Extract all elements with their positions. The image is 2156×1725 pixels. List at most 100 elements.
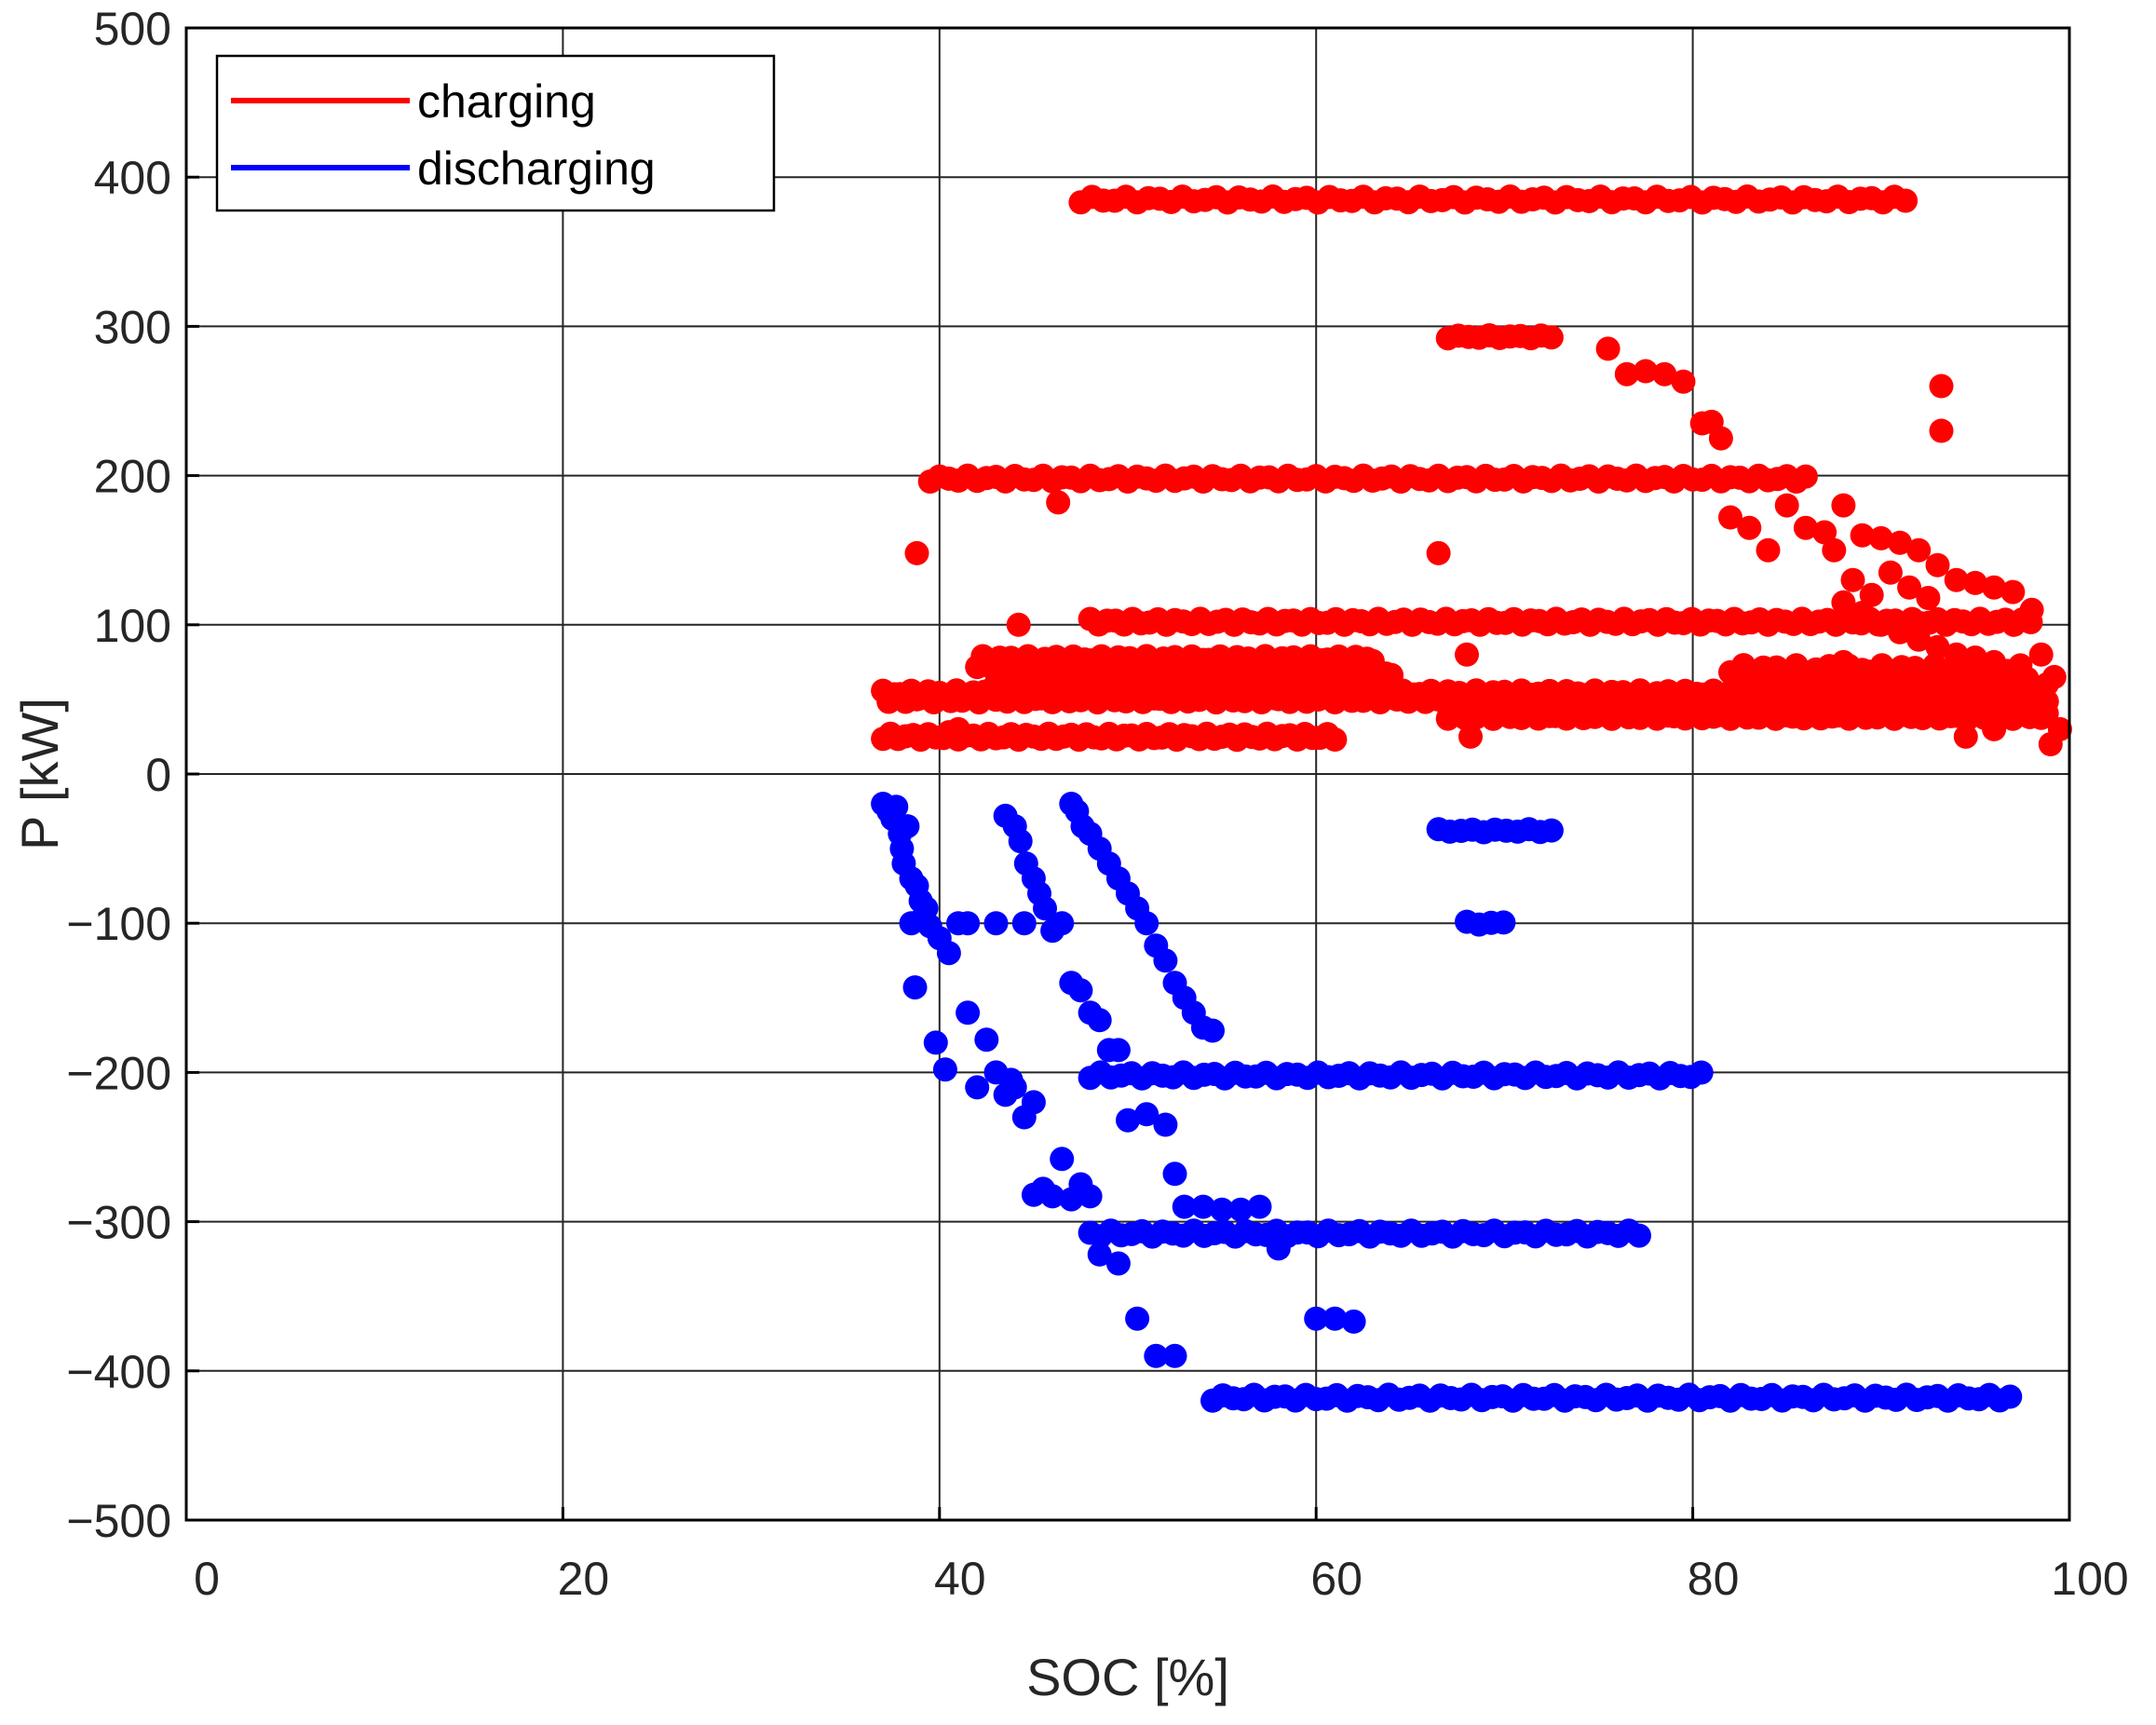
discharging-point <box>1105 1251 1131 1276</box>
series-discharging <box>871 792 2023 1413</box>
charging-point <box>1774 493 1799 518</box>
discharging-point <box>1125 1306 1150 1331</box>
charging-point <box>1671 369 1696 394</box>
charging-point <box>1718 505 1742 530</box>
discharging-point <box>1078 1184 1103 1209</box>
discharging-point <box>1162 1343 1187 1368</box>
discharging-point <box>1190 1194 1215 1219</box>
charging-point <box>1962 645 1987 670</box>
discharging-point <box>974 1027 999 1053</box>
charging-point <box>1455 642 1479 667</box>
charging-point <box>1614 361 1639 387</box>
discharging-point <box>1087 1242 1112 1267</box>
charging-point <box>1888 530 1912 555</box>
discharging-point <box>1491 910 1516 935</box>
y-tick-label: −300 <box>66 1197 171 1249</box>
charging-point <box>1982 575 2007 600</box>
charging-point <box>1708 426 1733 451</box>
charging-point <box>1046 490 1071 515</box>
discharging-point <box>956 911 981 936</box>
charging-point <box>1868 525 1893 550</box>
charging-point <box>904 540 929 565</box>
discharging-point <box>1200 1018 1225 1043</box>
charging-point <box>1831 649 1856 674</box>
charging-point <box>2028 642 2054 667</box>
x-tick-label: 80 <box>1688 1553 1740 1605</box>
charging-point <box>1944 567 1969 592</box>
legend-label-charging: charging <box>417 75 596 128</box>
charging-point <box>1595 336 1620 361</box>
charging-point <box>1539 325 1564 350</box>
charging-point <box>1982 649 2007 674</box>
charging-point <box>1982 716 2007 741</box>
charging-point <box>1929 374 1954 399</box>
charging-point <box>1906 537 1932 563</box>
charging-point <box>1868 612 1893 637</box>
discharging-point <box>1050 1147 1075 1172</box>
charging-point <box>1888 619 1912 645</box>
charging-point <box>1322 727 1348 752</box>
charging-point <box>1831 590 1856 615</box>
charging-point <box>1793 464 1818 489</box>
data-points <box>871 184 2072 1413</box>
charging-point <box>1458 724 1483 749</box>
discharging-point <box>1068 978 1093 1003</box>
discharging-point <box>1050 911 1075 936</box>
charging-point <box>1929 418 1954 443</box>
y-tick-label: 300 <box>94 301 171 353</box>
charging-point <box>1793 672 1818 697</box>
x-tick-label: 100 <box>2051 1553 2128 1605</box>
charging-point <box>1680 686 1705 712</box>
charging-point <box>2000 579 2026 604</box>
charging-point <box>2014 666 2040 691</box>
discharging-point <box>1105 1038 1131 1063</box>
charging-point <box>1426 540 1451 565</box>
discharging-point <box>1134 911 1159 936</box>
charging-point <box>1831 493 1856 518</box>
charging-point <box>1006 612 1031 637</box>
y-tick-label: −500 <box>66 1495 171 1547</box>
discharging-point <box>1998 1384 2023 1409</box>
charging-point <box>1850 523 1875 548</box>
discharging-point <box>902 975 928 1000</box>
discharging-point <box>983 911 1009 936</box>
discharging-point <box>936 941 961 966</box>
charging-point <box>936 720 961 745</box>
discharging-point <box>1539 818 1564 843</box>
discharging-point <box>1341 1309 1366 1334</box>
discharging-point <box>884 795 909 820</box>
y-tick-label: 200 <box>94 451 171 503</box>
x-tick-label: 20 <box>558 1553 610 1605</box>
discharging-point <box>1134 1102 1159 1127</box>
discharging-point <box>956 1000 981 1025</box>
discharging-point <box>895 814 920 839</box>
discharging-point <box>1162 1161 1187 1187</box>
discharging-point <box>1304 1306 1329 1331</box>
charging-point <box>1893 188 1919 213</box>
discharging-point <box>965 1075 990 1100</box>
x-axis-title: SOC [%] <box>1026 1648 1229 1706</box>
discharging-point <box>998 1067 1024 1093</box>
charging-point <box>1793 515 1818 540</box>
charging-point <box>1812 657 1837 682</box>
discharging-point <box>1172 1194 1197 1219</box>
discharging-point <box>1247 1194 1272 1219</box>
x-tick-label: 0 <box>194 1553 220 1605</box>
discharging-point <box>1011 911 1037 936</box>
charging-point <box>1756 537 1781 563</box>
discharging-point <box>1266 1236 1291 1261</box>
discharging-point <box>1033 896 1057 921</box>
charging-point <box>1850 601 1875 625</box>
discharging-point <box>1153 948 1178 973</box>
series-charging <box>871 184 2072 756</box>
y-tick-label: −400 <box>66 1346 171 1398</box>
charging-point <box>1774 679 1799 704</box>
charging-point <box>2019 597 2044 622</box>
discharging-point <box>1040 1184 1065 1209</box>
charging-point <box>1962 570 1987 595</box>
x-axis-ticks: 0 20 40 60 80 100 <box>184 1507 2129 1605</box>
discharging-point <box>1688 1060 1714 1085</box>
discharging-point <box>1153 1112 1178 1137</box>
charging-point <box>1906 627 1932 652</box>
charging-point <box>1925 552 1950 577</box>
